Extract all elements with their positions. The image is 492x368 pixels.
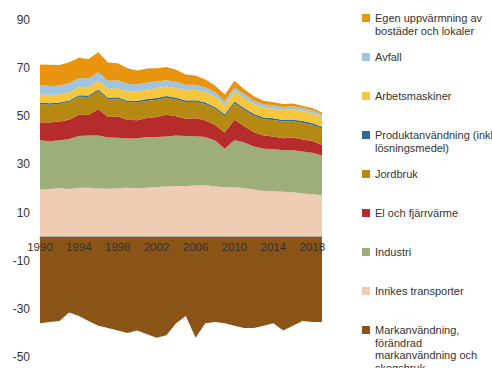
y-tick-label: 70 [17,61,31,75]
x-tick-label: 1994 [66,241,92,253]
x-tick [195,237,196,240]
legend-swatch [362,53,370,61]
legend-label: Industri [375,246,411,258]
area-series [40,185,322,237]
x-tick-label: 2010 [222,241,248,253]
x-axis-line [40,236,322,237]
legend-label: El och fjärrvärme [375,207,458,219]
legend-line: lösningsmedel) [375,142,449,154]
legend-line: bostäder och lokaler [375,25,474,37]
y-tick-label: -10 [13,254,31,268]
legend-swatch [362,209,370,217]
x-tick-label: 1998 [105,241,131,253]
legend-label: Arbetsmaskiner [375,90,452,102]
legend-line: Egen uppvärmning av [375,12,483,24]
x-tick-label: 2014 [261,241,287,253]
x-tick-label: 2018 [299,241,325,253]
legend-swatch [362,92,370,100]
legend-line: Industri [375,246,411,258]
x-tick [117,237,118,240]
legend-label: Egen uppvärmning avbostäder och lokaler [375,12,483,37]
legend-line: Jordbruk [375,168,418,180]
chart: -50 -30 -10 10 30 50 70 90 1990 1994 1998 2002 2006 2… [0,0,492,368]
legend-swatch [362,131,370,139]
legend-label: Inrikes transporter [375,285,464,297]
area-series [40,52,322,114]
y-tick-label: 90 [17,13,31,27]
x-tick-label: 2002 [144,241,170,253]
legend-swatch [362,287,370,295]
legend-line: Avfall [375,51,402,63]
x-tick [234,237,235,240]
x-tick [273,237,274,240]
legend-swatch [362,170,370,178]
legend-line: Inrikes transporter [375,285,464,297]
legend-line: markanvändning och [375,349,477,361]
y-tick-label: 10 [17,206,31,220]
legend-label: Produktanvändning (inkl.lösningsmedel) [375,129,492,154]
legend-label: Jordbruk [375,168,418,180]
y-tick-label: -30 [13,302,31,316]
x-tick-label: 2006 [183,241,209,253]
legend-line: El och fjärrvärme [375,207,458,219]
plot-area [40,52,322,337]
legend-line: Arbetsmaskiner [375,90,452,102]
x-tick [40,237,41,240]
legend-swatch [362,326,370,334]
area-series [40,237,322,338]
legend-line: Markanvändning, [375,324,459,336]
legend-swatch [362,248,370,256]
legend-line: skogsbruk [375,362,426,368]
x-tick [156,237,157,240]
legend-swatch [362,14,370,22]
legend-line: förändrad [375,337,422,349]
y-tick-label: 30 [17,157,31,171]
y-tick-label: 50 [17,109,31,123]
legend-label: Avfall [375,51,402,63]
y-tick-label: -50 [13,350,31,364]
legend-label: Markanvändning,förändradmarkanvändning o… [375,324,477,368]
x-tick [312,237,313,240]
x-tick-label: 1990 [27,241,53,253]
legend-line: Produktanvändning (inkl. [375,129,492,141]
x-tick [78,237,79,240]
